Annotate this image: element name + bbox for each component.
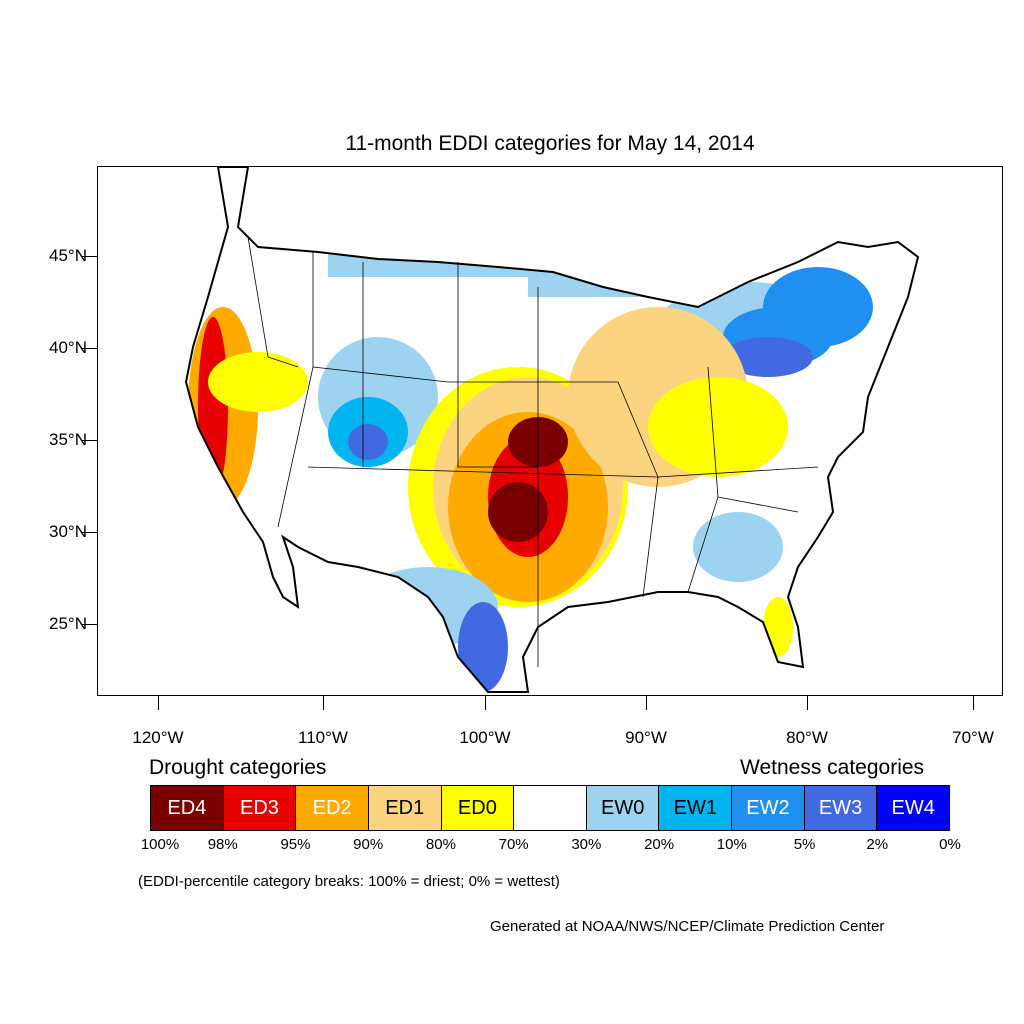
lat-label-25: 25°N <box>49 614 87 633</box>
lon-label-70: 70°W <box>952 728 994 747</box>
lat-tick <box>82 348 97 349</box>
percentile-label: 30% <box>571 836 602 853</box>
legend-cell-ed0: ED0 <box>441 786 515 830</box>
lon-tick <box>323 696 324 710</box>
percentile-label: 5% <box>793 836 816 853</box>
percentile-label: 2% <box>866 836 889 853</box>
eddi-map <box>185 167 919 693</box>
percentile-label: 20% <box>644 836 675 853</box>
drought-legend-title: Drought categories <box>149 756 327 779</box>
lon-tick <box>646 696 647 710</box>
lon-tick <box>485 696 486 710</box>
legend-cell-ew2: EW2 <box>732 786 805 830</box>
percentile-label: 80% <box>425 836 456 853</box>
lon-label-90: 90°W <box>625 728 667 747</box>
percentile-label: 0% <box>939 836 961 853</box>
legend-cell-neutral <box>514 786 587 830</box>
lon-label-80: 80°W <box>786 728 828 747</box>
legend-cell-ew4: EW4 <box>877 786 950 830</box>
legend-cell-ed4: ED4 <box>151 786 224 830</box>
lat-label-35: 35°N <box>49 430 87 449</box>
lat-tick <box>82 532 97 533</box>
lat-tick <box>82 624 97 625</box>
state-boundaries <box>247 236 819 667</box>
lat-label-30: 30°N <box>49 522 87 541</box>
legend-cell-ed3: ED3 <box>223 786 297 830</box>
lon-label-100: 100°W <box>459 728 511 747</box>
percentile-label: 98% <box>207 836 238 853</box>
legend-cell-ed1: ED1 <box>368 786 442 830</box>
percentile-label: 10% <box>716 836 747 853</box>
chart-title: 11-month EDDI categories for May 14, 201… <box>345 132 755 155</box>
region-ew2-north <box>318 192 478 252</box>
lat-label-45: 45°N <box>49 246 87 265</box>
legend-cell-ew0: EW0 <box>586 786 660 830</box>
credit-line: Generated at NOAA/NWS/NCEP/Climate Predi… <box>490 918 885 935</box>
lon-tick <box>807 696 808 710</box>
region-ew0-north <box>328 187 528 277</box>
breaks-note: (EDDI-percentile category breaks: 100% =… <box>138 873 560 890</box>
legend-cell-ed2: ED2 <box>296 786 369 830</box>
percentile-label: 70% <box>498 836 529 853</box>
category-legend: ED4 ED3 ED2 ED1 ED0 EW0 EW1 EW2 EW3 EW4 <box>150 785 950 831</box>
percentile-label: 100% <box>140 836 180 853</box>
percentile-label: 90% <box>353 836 384 853</box>
region-ew4-north <box>453 212 523 262</box>
region-ed3-west <box>198 317 228 497</box>
lon-label-120: 120°W <box>132 728 184 747</box>
wetness-legend-title: Wetness categories <box>740 756 925 779</box>
lon-tick <box>973 696 974 710</box>
map-panel <box>97 166 1003 696</box>
legend-cell-ew3: EW3 <box>804 786 878 830</box>
percentile-label: 95% <box>280 836 311 853</box>
lon-label-110: 110°W <box>298 728 348 747</box>
lat-label-40: 40°N <box>49 338 87 357</box>
legend-cell-ew1: EW1 <box>659 786 733 830</box>
lon-tick <box>158 696 159 710</box>
lat-tick <box>82 440 97 441</box>
lat-tick <box>82 256 97 257</box>
region-ed4-oklahoma <box>488 482 548 542</box>
